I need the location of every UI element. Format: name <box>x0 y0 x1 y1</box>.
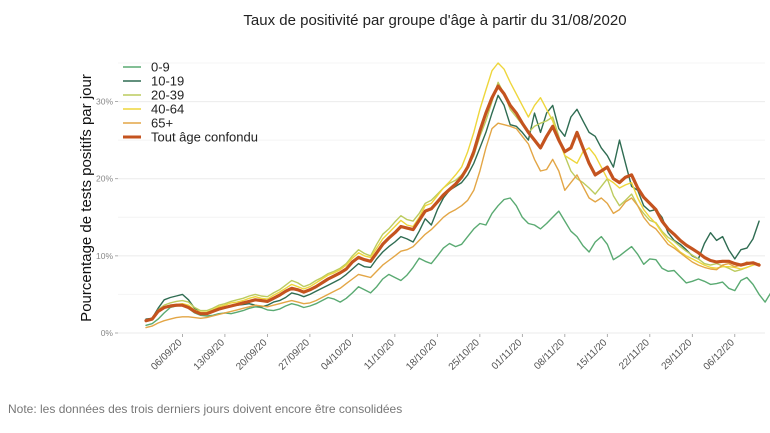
series-line-5 <box>144 84 761 323</box>
x-tick-label: 15/11/20 <box>575 337 610 372</box>
x-tick-label: 13/09/20 <box>192 337 228 373</box>
legend-label: 40-64 <box>151 102 184 117</box>
series-line-0 <box>145 197 770 326</box>
x-tick-label: 20/09/20 <box>234 337 270 373</box>
y-tick-label: 0% <box>101 328 114 338</box>
footnote: Note: les données des trois derniers jou… <box>8 402 403 416</box>
x-tick-label: 06/09/20 <box>149 337 185 373</box>
x-tick-label: 04/10/20 <box>319 337 355 373</box>
x-tick-label: 25/10/20 <box>447 337 483 373</box>
x-axis-ticks: 06/09/20 13/09/20 20/09/20 27/09/20 04/10/20… <box>149 334 737 373</box>
y-tick-label: 30% <box>96 97 113 107</box>
series-lines <box>144 62 770 329</box>
x-tick-label: 01/11/20 <box>490 337 525 372</box>
legend-label: 10-19 <box>151 74 184 89</box>
legend-label: 20-39 <box>151 88 184 103</box>
y-tick-label: 20% <box>96 174 113 184</box>
x-tick-label: 27/09/20 <box>277 337 313 373</box>
x-tick-label: 29/11/20 <box>660 337 695 372</box>
series-line-3 <box>145 62 760 323</box>
x-tick-label: 11/10/20 <box>362 337 397 372</box>
y-axis-label: Pourcentage de tests positifs par jour <box>78 74 95 322</box>
legend-label: 0-9 <box>151 60 170 75</box>
series-line-2 <box>145 81 760 322</box>
x-tick-label: 22/11/20 <box>617 337 652 372</box>
legend-label: Tout âge confondu <box>151 130 258 145</box>
x-tick-label: 06/12/20 <box>702 337 738 373</box>
series-line-4 <box>145 122 760 329</box>
y-tick-label: 10% <box>96 251 113 261</box>
legend-label: 65+ <box>151 116 173 131</box>
y-axis-ticks: 0% 10% 20% 30% <box>96 97 118 338</box>
x-tick-label: 08/11/20 <box>532 337 567 372</box>
x-tick-label: 18/10/20 <box>404 337 440 373</box>
grid-lines <box>118 62 765 334</box>
chart-title: Taux de positivité par groupe d'âge à pa… <box>243 12 626 29</box>
